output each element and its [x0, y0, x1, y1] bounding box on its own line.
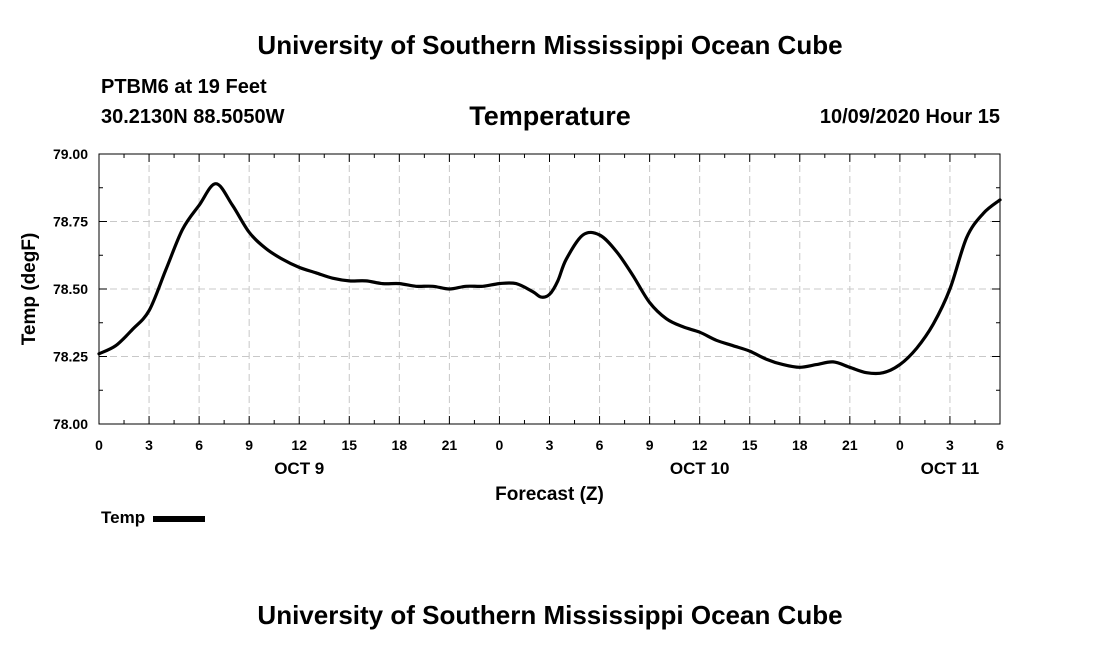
station-label: PTBM6 at 19 Feet — [101, 76, 267, 98]
y-tick-label: 78.00 — [53, 416, 88, 432]
x-tick-label: 3 — [946, 437, 954, 453]
x-tick-label: 12 — [291, 437, 307, 453]
x-tick-label: 3 — [145, 437, 153, 453]
coordinates-label: 30.2130N 88.5050W — [101, 106, 285, 128]
x-axis-label: Forecast (Z) — [495, 484, 604, 505]
timestamp-label: 10/09/2020 Hour 15 — [819, 106, 1000, 128]
date-label: OCT 9 — [274, 459, 324, 478]
x-tick-label: 6 — [996, 437, 1004, 453]
x-tick-label: 18 — [792, 437, 808, 453]
legend-label: Temp — [101, 508, 146, 527]
x-tick-label: 6 — [195, 437, 203, 453]
x-tick-label: 0 — [95, 437, 103, 453]
x-tick-label: 21 — [842, 437, 858, 453]
date-label: OCT 10 — [670, 459, 730, 478]
x-tick-label: 9 — [245, 437, 253, 453]
x-tick-label: 0 — [496, 437, 504, 453]
x-tick-label: 3 — [546, 437, 554, 453]
x-tick-label: 18 — [392, 437, 408, 453]
date-label: OCT 11 — [921, 459, 980, 478]
footer-title: University of Southern Mississippi Ocean… — [257, 600, 843, 630]
temp-series-line — [97, 182, 1002, 376]
x-tick-label: 9 — [646, 437, 654, 453]
y-tick-label: 78.75 — [53, 214, 88, 230]
legend: Temp — [101, 508, 206, 528]
x-tick-label: 21 — [442, 437, 458, 453]
x-tick-label: 6 — [596, 437, 604, 453]
chart-title: Temperature — [469, 101, 631, 131]
x-tick-label: 15 — [742, 437, 758, 453]
legend-line-swatch — [153, 516, 206, 522]
y-tick-label: 78.25 — [53, 349, 88, 365]
y-axis-label: Temp (degF) — [19, 233, 40, 346]
x-tick-label: 12 — [692, 437, 708, 453]
page-title: University of Southern Mississippi Ocean… — [257, 30, 843, 60]
y-tick-label: 79.00 — [53, 146, 88, 162]
y-tick-label: 78.50 — [53, 281, 88, 297]
x-tick-label: 15 — [341, 437, 357, 453]
x-tick-label: 0 — [896, 437, 904, 453]
